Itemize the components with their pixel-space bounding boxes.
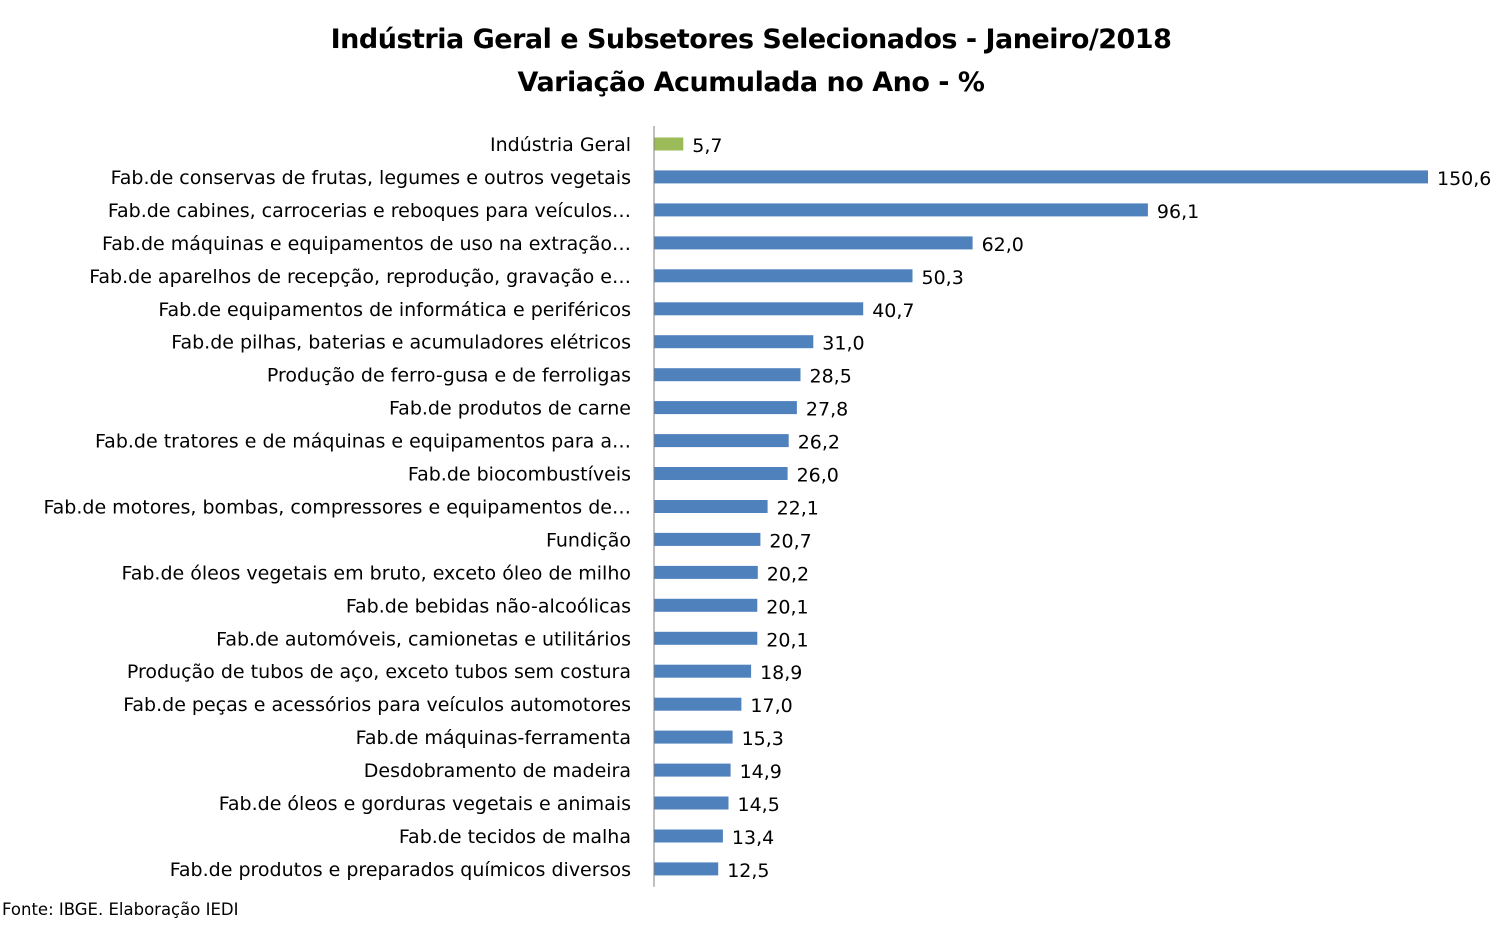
data-label: 20,7 (769, 530, 811, 552)
data-label: 40,7 (872, 300, 914, 322)
source-note: Fonte: IBGE. Elaboração IEDI (2, 900, 239, 919)
category-label: Desdobramento de madeira (364, 760, 631, 782)
category-label: Fab.de equipamentos de informática e per… (158, 299, 631, 321)
category-label: Produção de ferro-gusa e de ferroligas (267, 365, 631, 387)
bar (654, 796, 729, 810)
category-label: Fab.de motores, bombas, compressores e e… (43, 497, 631, 519)
bar (654, 302, 864, 316)
bar (654, 467, 788, 480)
bar (654, 236, 973, 250)
data-label: 27,8 (806, 399, 848, 421)
bar (654, 763, 731, 777)
category-label: Indústria Geral (490, 134, 631, 156)
category-label: Produção de tubos de aço, exceto tubos s… (127, 661, 631, 683)
bar (654, 401, 797, 415)
category-label: Fab.de óleos e gorduras vegetais e anima… (219, 793, 631, 815)
data-label: 22,1 (777, 498, 819, 520)
bar (654, 631, 758, 645)
data-label: 150,6 (1437, 168, 1491, 190)
bar (654, 170, 1428, 184)
category-label: Fab.de produtos e preparados químicos di… (170, 859, 631, 881)
data-label: 31,0 (822, 333, 864, 355)
category-label: Fab.de óleos vegetais em bruto, exceto ó… (122, 562, 631, 584)
data-label: 50,3 (922, 267, 964, 289)
data-label: 14,5 (738, 794, 780, 816)
chart-title: Indústria Geral e Subsetores Selecionado… (330, 24, 1172, 55)
category-label: Fab.de cabines, carrocerias e reboques p… (108, 200, 631, 222)
category-label: Fab.de produtos de carne (389, 398, 631, 420)
bar (654, 862, 719, 876)
bar (654, 335, 814, 349)
bar (654, 730, 733, 744)
data-label: 17,0 (750, 695, 792, 717)
bar (654, 269, 913, 283)
data-label: 20,1 (766, 596, 808, 618)
data-label: 26,2 (798, 432, 840, 454)
category-label: Fab.de máquinas-ferramenta (356, 727, 631, 749)
category-label: Fab.de conservas de frutas, legumes e ou… (111, 167, 631, 189)
bar (654, 137, 684, 151)
data-label: 26,0 (797, 465, 839, 487)
data-label: 96,1 (1157, 201, 1199, 223)
data-label: 18,9 (760, 662, 802, 684)
bar (654, 500, 768, 513)
bar (654, 532, 761, 546)
data-label: 28,5 (810, 366, 852, 388)
category-label: Fundição (546, 529, 631, 551)
data-label: 13,4 (732, 827, 774, 849)
bar (654, 829, 723, 843)
data-label: 20,1 (766, 629, 808, 651)
bar (654, 664, 752, 678)
data-label: 20,2 (767, 563, 809, 585)
category-label: Fab.de automóveis, camionetas e utilitár… (216, 628, 631, 650)
category-label: Fab.de pilhas, baterias e acumuladores e… (171, 332, 631, 354)
data-label: 15,3 (742, 728, 784, 750)
data-label: 5,7 (692, 135, 722, 157)
bar (654, 598, 758, 612)
category-label: Fab.de peças e acessórios para veículos … (123, 694, 631, 716)
category-label: Fab.de bebidas não-alcoólicas (346, 595, 631, 617)
bar (654, 203, 1148, 217)
category-label: Fab.de tecidos de malha (399, 826, 631, 848)
category-label: Fab.de aparelhos de recepção, reprodução… (89, 266, 631, 288)
data-label: 62,0 (982, 234, 1024, 256)
chart-subtitle: Variação Acumulada no Ano - % (517, 67, 985, 98)
category-label: Fab.de máquinas e equipamentos de uso na… (102, 233, 631, 255)
bar (654, 434, 789, 448)
category-label: Fab.de biocombustíveis (408, 464, 631, 486)
data-label: 14,9 (740, 761, 782, 783)
bar (654, 697, 742, 711)
data-label: 12,5 (727, 860, 769, 882)
category-label: Fab.de tratores e de máquinas e equipame… (95, 431, 631, 453)
bar (654, 565, 758, 579)
bar (654, 368, 801, 382)
